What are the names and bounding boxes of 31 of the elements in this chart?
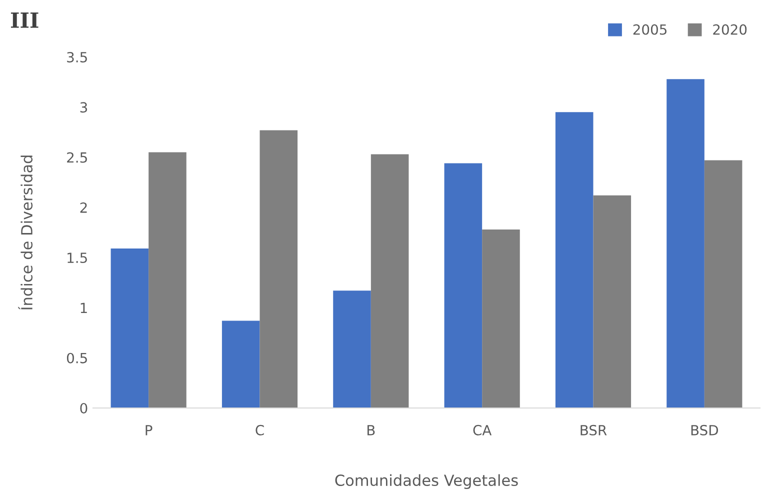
bar	[444, 163, 482, 408]
bar	[555, 112, 594, 408]
bar	[148, 152, 186, 408]
x-tick-label: P	[146, 425, 152, 436]
x-tick-label: BSR	[580, 424, 607, 436]
bar	[370, 154, 409, 408]
y-tick-label: 2	[80, 202, 87, 213]
bar	[333, 290, 371, 408]
y-tick-label: 1.5	[68, 252, 87, 264]
y-tick-label: 1	[80, 302, 87, 313]
legend-label: 2005	[633, 24, 666, 35]
bar	[110, 248, 149, 408]
y-tick-label: 2.5	[67, 152, 87, 163]
bar	[260, 130, 298, 408]
x-tick-label: BSD	[691, 424, 718, 436]
y-tick-label: 0.5	[66, 352, 87, 364]
bar	[222, 320, 260, 408]
y-tick-label: 0	[80, 402, 88, 414]
x-tick-label: C	[256, 424, 264, 436]
x-tick-label: CA	[473, 424, 492, 436]
legend-label: 2020	[713, 24, 747, 35]
x-tick-label: B	[368, 425, 375, 436]
y-tick-label: 3.5	[67, 52, 87, 62]
bar	[482, 229, 520, 408]
y-tick-label: 3	[80, 102, 88, 113]
bar	[666, 79, 704, 408]
bar	[593, 195, 632, 408]
x-axis-title: Comunidades Vegetales	[335, 474, 518, 490]
y-axis-title: Índice de Diversidad	[18, 156, 33, 310]
bar	[704, 160, 742, 408]
chart-title: III	[10, 12, 38, 28]
